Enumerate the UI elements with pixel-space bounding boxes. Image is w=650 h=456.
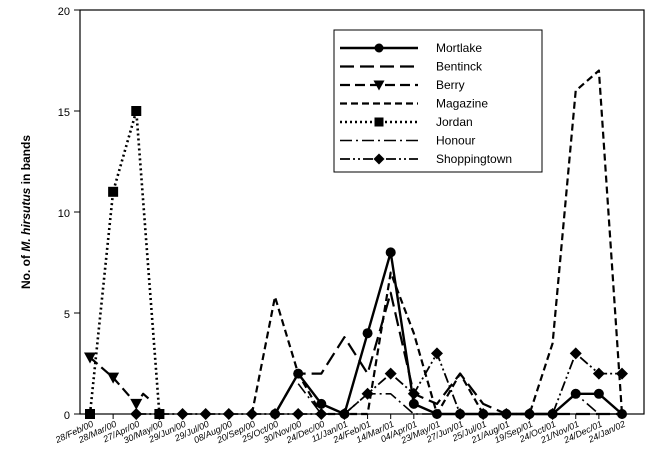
point-marker — [374, 117, 384, 127]
y-tick-label: 20 — [58, 6, 70, 18]
x-axis: 28/Feb/0028/Mar/0027/Apr/0030/May/0029/J… — [53, 414, 627, 446]
point-marker — [84, 352, 96, 364]
point-marker — [374, 43, 384, 53]
point-marker — [373, 153, 385, 165]
point-marker — [85, 409, 95, 419]
point-marker — [592, 367, 605, 380]
point-marker — [500, 408, 513, 420]
point-marker — [430, 347, 443, 360]
legend-box — [333, 29, 543, 173]
legend: Mortlake Bentinck Berry Magazine Jordan Honou… — [333, 29, 543, 173]
legend-label: Mortlake — [436, 41, 482, 55]
series-line — [274, 291, 622, 416]
point-marker — [315, 408, 328, 420]
point-marker — [616, 367, 628, 380]
point-marker — [546, 408, 559, 420]
y-tick-label: 0 — [64, 410, 70, 422]
legend-label: Jordan — [436, 115, 473, 129]
legend-label: Shoppingtown — [436, 152, 512, 166]
point-marker — [292, 408, 305, 420]
y-tick-label: 10 — [58, 208, 70, 220]
series-line — [250, 69, 624, 416]
point-marker — [108, 186, 119, 197]
point-marker — [153, 408, 166, 420]
point-marker — [373, 80, 385, 91]
series-shoppingtown — [130, 347, 628, 420]
series-line — [89, 356, 151, 405]
point-marker — [269, 408, 282, 420]
series-berry — [84, 352, 151, 410]
series-layer — [84, 69, 628, 420]
point-marker — [107, 372, 120, 384]
series-jordan — [85, 106, 165, 419]
point-marker — [385, 247, 396, 258]
legend-item: Berry — [340, 78, 465, 92]
point-marker — [361, 387, 374, 400]
y-axis: 0 5 10 15 20 — [58, 6, 80, 422]
point-marker — [130, 398, 143, 410]
point-marker — [593, 388, 604, 399]
legend-item: Bentinck — [340, 60, 483, 74]
point-marker — [199, 408, 212, 420]
series-line — [88, 109, 161, 415]
point-marker — [407, 387, 420, 400]
legend-item: Shoppingtown — [340, 152, 512, 166]
point-marker — [408, 398, 419, 409]
point-marker — [176, 408, 189, 420]
point-marker — [222, 408, 235, 420]
y-tick-label: 15 — [58, 107, 70, 119]
series-magazine — [250, 69, 624, 416]
point-marker — [569, 347, 582, 360]
series-bentinck — [274, 291, 622, 416]
point-marker — [131, 106, 142, 116]
y-tick-label: 5 — [64, 309, 70, 321]
legend-item: Mortlake — [340, 41, 482, 55]
legend-item: Jordan — [340, 115, 473, 129]
point-marker — [338, 408, 351, 420]
point-marker — [362, 328, 373, 339]
point-marker — [477, 408, 490, 420]
legend-label: Berry — [436, 78, 465, 92]
point-marker — [454, 408, 467, 420]
point-marker — [245, 408, 258, 420]
point-marker — [130, 408, 143, 420]
y-axis-label: No. of M. hirsutus in bands — [19, 135, 33, 289]
legend-label: Magazine — [436, 97, 488, 111]
legend-item: Magazine — [340, 97, 488, 111]
legend-label: Honour — [436, 134, 475, 148]
legend-label: Bentinck — [436, 60, 483, 74]
series-line — [136, 352, 622, 415]
point-marker — [523, 408, 536, 420]
legend-item: Honour — [340, 134, 475, 148]
point-marker — [316, 398, 327, 409]
point-marker — [384, 367, 397, 380]
